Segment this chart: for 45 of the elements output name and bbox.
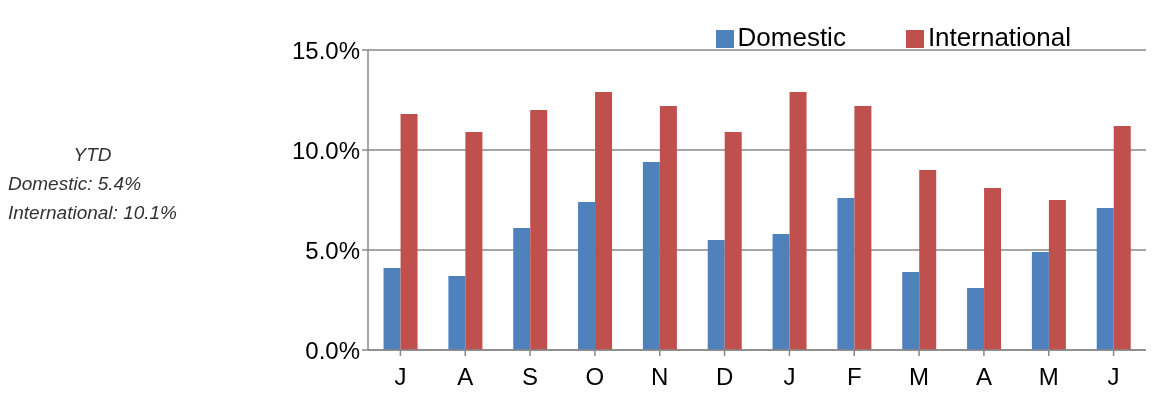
bar (1096, 208, 1114, 350)
bar (1113, 126, 1131, 350)
x-tick-label: M (909, 363, 930, 391)
bar (1048, 200, 1066, 350)
x-tick-label: J (394, 363, 407, 391)
x-tick-label: A (975, 363, 992, 391)
legend-label: Domestic (737, 22, 846, 52)
x-tick-label: J (783, 363, 796, 391)
bar (383, 268, 401, 350)
text: International: 10.1% (8, 201, 178, 225)
x-tick-label: F (846, 363, 862, 391)
bar (659, 106, 677, 350)
bar (837, 198, 855, 350)
bar (595, 92, 613, 350)
bar (724, 132, 742, 350)
bar (1031, 252, 1049, 350)
bar (513, 228, 531, 350)
x-tick-label: M (1038, 363, 1059, 391)
legend-label: International (927, 22, 1071, 52)
bar (400, 114, 418, 350)
bar (448, 276, 466, 350)
x-tick-label: O (585, 363, 605, 391)
x-tick-label: A (457, 363, 474, 391)
bar (967, 288, 985, 350)
x-tick-label: N (651, 363, 669, 391)
bar (578, 202, 596, 350)
bar (919, 170, 937, 350)
y-tick-label: 10.0% (291, 136, 360, 164)
y-tick-label: 0.0% (305, 336, 360, 364)
bar (854, 106, 872, 350)
bar (642, 162, 660, 350)
bar (530, 110, 548, 350)
bar (772, 234, 790, 350)
y-tick-label: 15.0% (291, 36, 360, 64)
x-tick-label: J (1107, 363, 1120, 391)
bar (465, 132, 483, 350)
text: YTD (72, 143, 113, 167)
x-tick-label: D (715, 363, 734, 391)
bar (789, 92, 807, 350)
bar (707, 240, 725, 350)
x-tick-label: S (522, 363, 539, 391)
text: Domestic: 5.4% (8, 172, 143, 196)
bar (902, 272, 920, 350)
bar (984, 188, 1002, 350)
y-tick-label: 5.0% (305, 236, 360, 264)
